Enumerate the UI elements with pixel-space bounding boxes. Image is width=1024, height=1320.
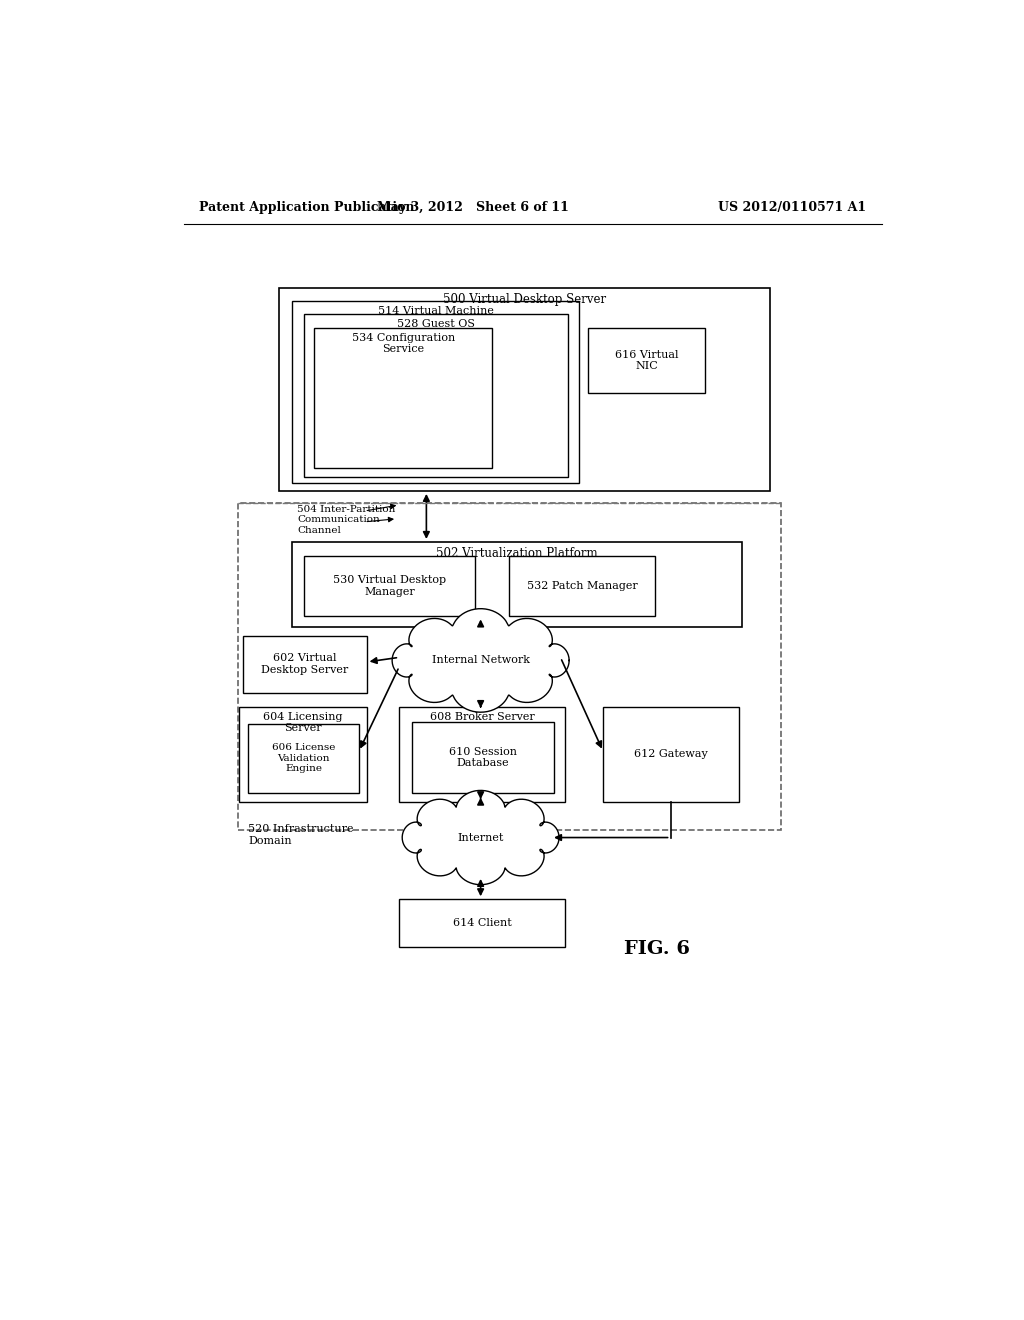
Bar	[304, 556, 475, 615]
Text: 534 Configuration
Service: 534 Configuration Service	[351, 333, 455, 355]
Bar	[304, 314, 568, 478]
Text: 604 Licensing
Server: 604 Licensing Server	[263, 711, 342, 734]
Bar	[292, 541, 741, 627]
Text: FIG. 6: FIG. 6	[624, 940, 690, 958]
Text: 610 Session
Database: 610 Session Database	[449, 747, 517, 768]
Polygon shape	[392, 609, 569, 713]
Bar	[509, 556, 655, 615]
Bar	[399, 706, 565, 803]
Bar	[238, 503, 780, 830]
Text: 504 Inter-Partition
Communication
Channel: 504 Inter-Partition Communication Channe…	[297, 506, 395, 535]
Text: 608 Broker Server: 608 Broker Server	[430, 711, 535, 722]
Bar	[243, 636, 367, 693]
Text: 606 License
Validation
Engine: 606 License Validation Engine	[271, 743, 335, 774]
Text: 514 Virtual Machine: 514 Virtual Machine	[378, 306, 494, 315]
Bar	[399, 899, 565, 946]
Bar	[280, 288, 770, 491]
Text: 530 Virtual Desktop
Manager: 530 Virtual Desktop Manager	[333, 576, 446, 597]
Bar	[239, 706, 367, 803]
Bar	[589, 327, 706, 393]
Text: 612 Gateway: 612 Gateway	[634, 750, 708, 759]
Text: 502 Virtualization Platform: 502 Virtualization Platform	[436, 546, 598, 560]
Text: 500 Virtual Desktop Server: 500 Virtual Desktop Server	[442, 293, 606, 306]
Polygon shape	[402, 791, 559, 884]
Text: 602 Virtual
Desktop Server: 602 Virtual Desktop Server	[261, 653, 348, 675]
Bar	[248, 723, 359, 793]
Text: 528 Guest OS: 528 Guest OS	[397, 319, 475, 329]
Bar	[292, 301, 579, 483]
Text: Patent Application Publication: Patent Application Publication	[200, 201, 415, 214]
Text: Internet: Internet	[458, 833, 504, 842]
Bar	[412, 722, 554, 793]
Text: 520 Infrastructure
Domain: 520 Infrastructure Domain	[248, 825, 353, 846]
Bar	[603, 706, 738, 803]
Text: May 3, 2012   Sheet 6 of 11: May 3, 2012 Sheet 6 of 11	[377, 201, 569, 214]
Text: 616 Virtual
NIC: 616 Virtual NIC	[615, 350, 679, 371]
Text: 614 Client: 614 Client	[453, 917, 512, 928]
Bar	[314, 327, 493, 469]
Text: Internal Network: Internal Network	[432, 656, 529, 665]
Text: 532 Patch Manager: 532 Patch Manager	[526, 581, 638, 591]
Text: US 2012/0110571 A1: US 2012/0110571 A1	[718, 201, 866, 214]
